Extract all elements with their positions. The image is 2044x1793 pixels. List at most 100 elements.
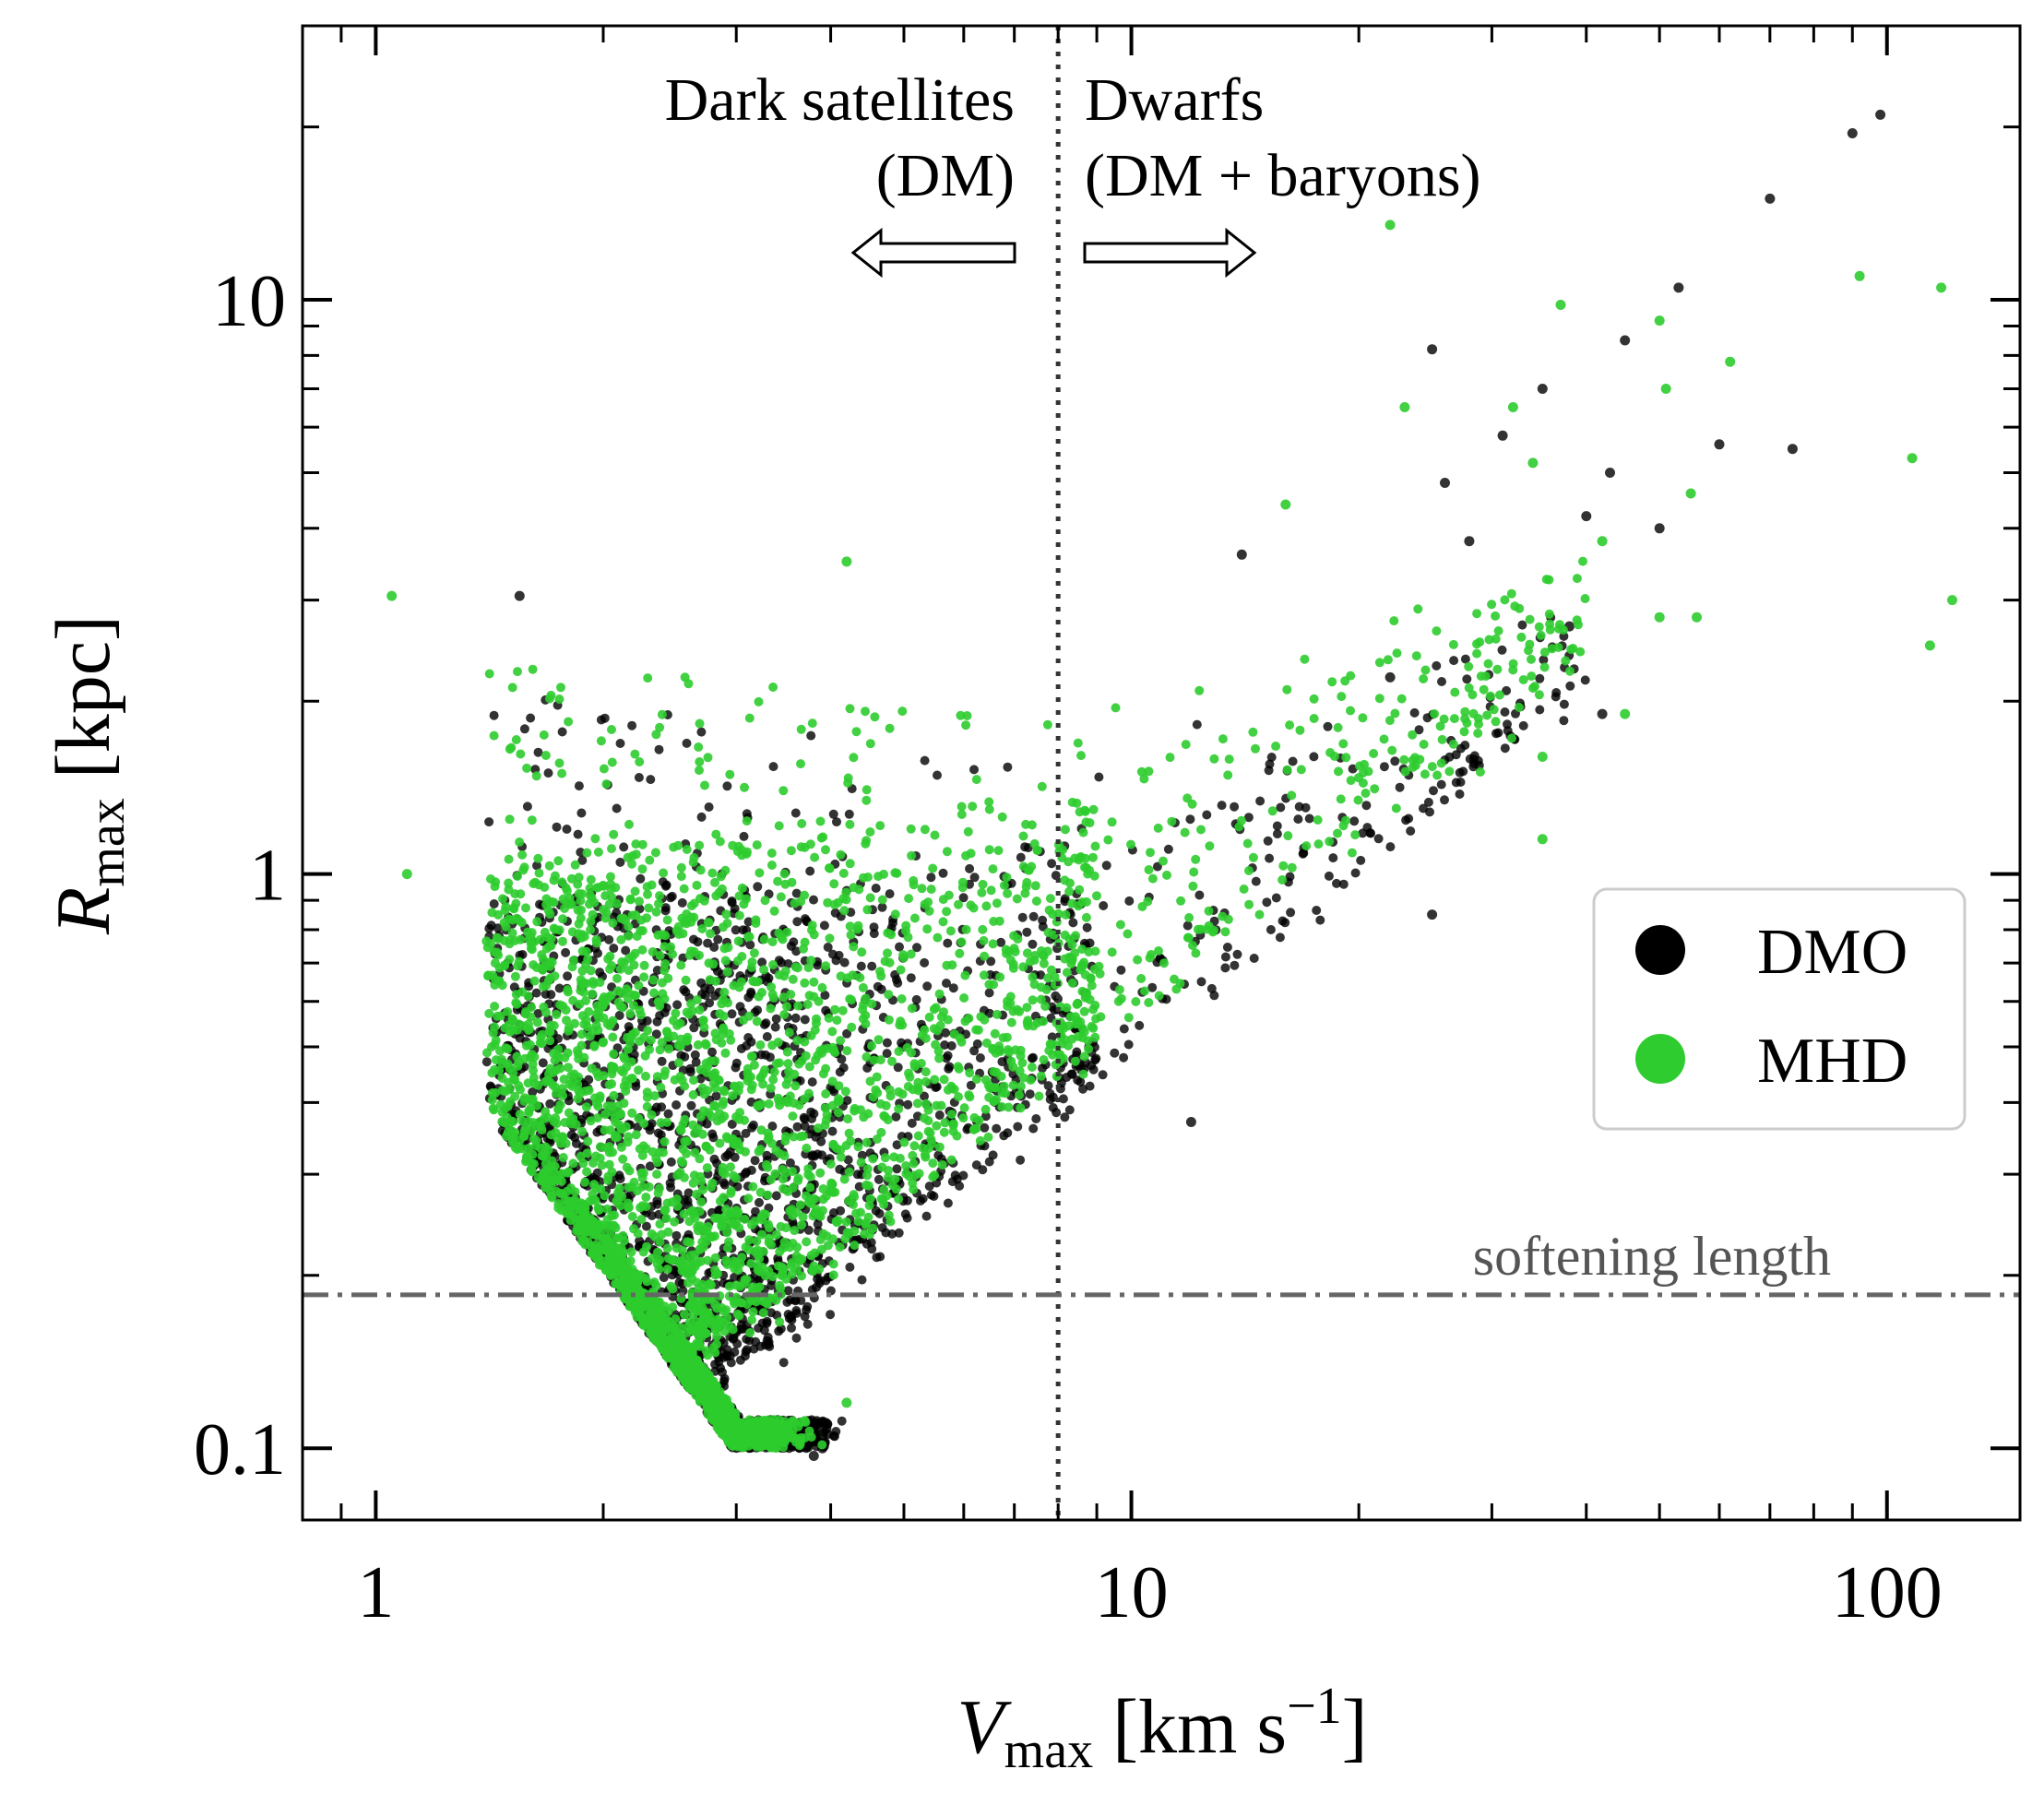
point-mhd <box>1013 934 1023 944</box>
point-dmo <box>1116 965 1126 975</box>
point-mhd <box>627 1108 637 1118</box>
point-mhd <box>1325 837 1335 847</box>
point-mhd <box>736 845 746 855</box>
point-mhd <box>694 1338 704 1348</box>
point-mhd <box>752 1016 762 1027</box>
point-mhd <box>1136 974 1147 983</box>
points-layer <box>386 109 1957 1461</box>
point-dmo <box>1423 797 1433 807</box>
point-dmo <box>614 1170 624 1181</box>
point-mhd <box>861 1010 871 1020</box>
point-mhd <box>704 958 714 968</box>
point-dmo <box>543 768 553 778</box>
point-mhd <box>1015 1006 1025 1016</box>
point-dmo <box>711 1091 721 1101</box>
point-mhd <box>1073 999 1083 1008</box>
point-dmo <box>1047 859 1057 869</box>
point-mhd <box>1016 1103 1026 1113</box>
point-mhd <box>629 960 639 970</box>
point-mhd <box>1036 994 1046 1004</box>
point-mhd <box>768 960 778 969</box>
point-dmo <box>1500 707 1510 717</box>
point-dmo <box>1451 778 1461 788</box>
point-mhd <box>759 965 768 975</box>
point-mhd <box>490 1002 500 1011</box>
point-mhd <box>1143 896 1153 907</box>
point-dmo <box>727 896 737 906</box>
point-mhd <box>1016 1081 1026 1091</box>
point-dmo <box>666 893 675 903</box>
point-mhd <box>611 1117 621 1127</box>
point-dmo <box>746 1037 756 1047</box>
point-mhd <box>1016 1051 1026 1061</box>
point-dmo <box>1500 743 1510 754</box>
point-dmo <box>742 809 752 819</box>
point-mhd <box>628 1001 638 1010</box>
point-mhd <box>944 890 954 900</box>
point-dmo <box>1045 1088 1055 1098</box>
point-dmo <box>1379 762 1389 772</box>
point-dmo <box>672 1000 683 1010</box>
point-dmo <box>485 1081 495 1091</box>
point-mhd <box>557 768 567 778</box>
point-mhd <box>535 934 545 944</box>
point-dmo <box>871 884 881 893</box>
point-mhd <box>1088 804 1099 814</box>
point-dmo <box>726 1358 736 1368</box>
point-dmo-outlier <box>1427 909 1438 920</box>
point-dmo <box>1502 685 1512 695</box>
point-mhd <box>1408 730 1418 740</box>
point-dmo <box>577 855 588 865</box>
point-mhd <box>1325 748 1336 757</box>
point-dmo <box>707 1129 718 1139</box>
point-dmo <box>1209 991 1219 1001</box>
point-dmo <box>1535 673 1545 683</box>
point-dmo <box>924 1181 934 1192</box>
point-mhd <box>602 1204 612 1214</box>
point-mhd <box>1566 645 1576 655</box>
point-mhd <box>586 1116 596 1126</box>
point-mhd <box>695 1154 705 1164</box>
point-mhd <box>700 780 709 790</box>
point-mhd <box>541 1007 551 1017</box>
point-dmo <box>791 1333 802 1343</box>
point-mhd <box>1334 766 1343 777</box>
point-mhd <box>983 1132 993 1142</box>
point-mhd <box>710 1253 720 1263</box>
point-mhd <box>1400 766 1410 777</box>
point-mhd <box>784 1027 794 1038</box>
point-mhd <box>1244 866 1254 875</box>
point-mhd <box>517 849 528 860</box>
point-mhd <box>1350 830 1361 840</box>
point-mhd <box>612 1196 622 1206</box>
point-mhd <box>533 853 543 863</box>
point-dmo <box>636 873 646 884</box>
point-mhd <box>961 720 971 730</box>
point-mhd <box>720 956 731 966</box>
point-dmo <box>1060 894 1070 904</box>
point-mhd <box>981 1038 992 1048</box>
point-dmo <box>1265 759 1275 769</box>
point-mhd <box>760 896 770 906</box>
point-mhd <box>1191 948 1201 958</box>
point-mhd <box>977 887 987 897</box>
point-dmo <box>564 1096 574 1106</box>
point-dmo <box>912 943 921 953</box>
point-dmo <box>1429 786 1438 796</box>
point-mhd <box>600 1110 611 1120</box>
point-dmo <box>822 1424 832 1434</box>
point-mhd <box>563 1063 573 1073</box>
point-dmo <box>1124 896 1135 906</box>
point-dmo <box>1551 688 1562 697</box>
point-mhd <box>607 844 616 854</box>
point-mhd <box>932 1100 942 1110</box>
point-mhd <box>1188 881 1198 891</box>
point-dmo <box>600 713 610 723</box>
point-mhd <box>1435 721 1445 731</box>
point-dmo <box>783 1286 793 1296</box>
point-dmo <box>1559 716 1569 726</box>
point-dmo <box>837 1416 847 1426</box>
point-dmo <box>656 1130 666 1140</box>
point-mhd <box>909 1141 920 1151</box>
point-mhd <box>844 1128 854 1138</box>
